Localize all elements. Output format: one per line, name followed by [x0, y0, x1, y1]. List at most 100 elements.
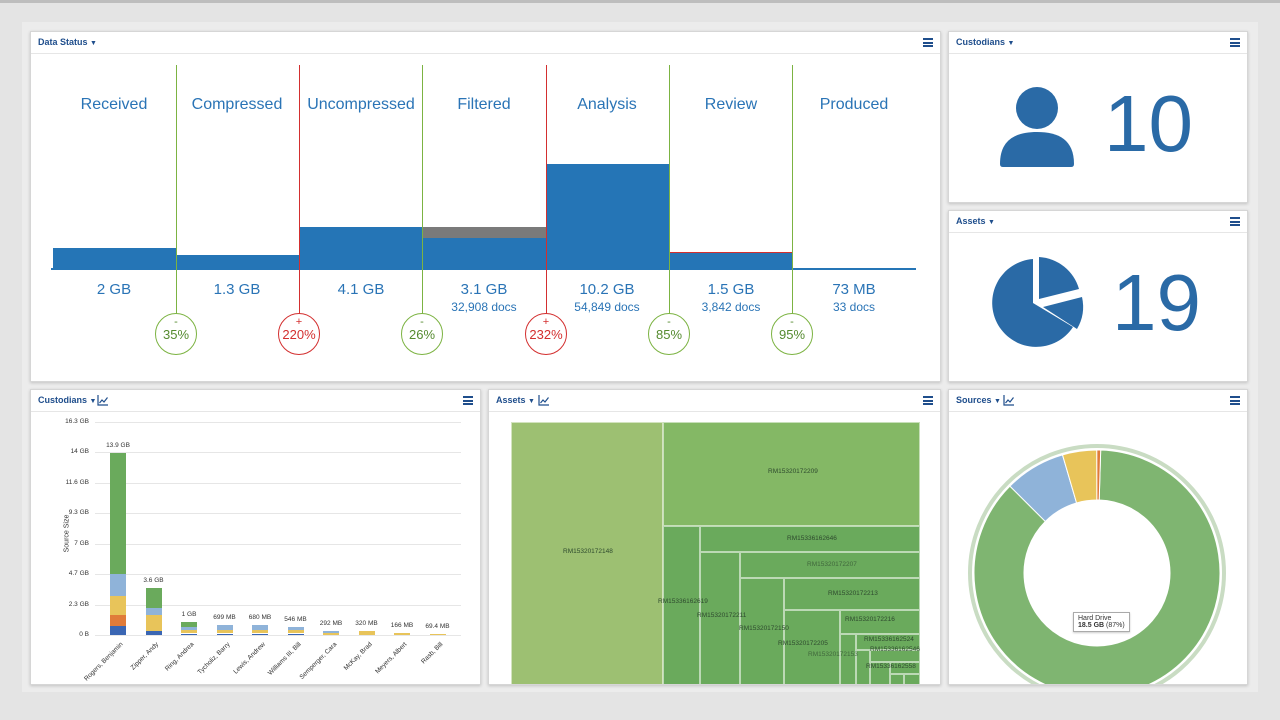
x-tick-label: Meyers, Albert	[374, 641, 409, 676]
bar-segment[interactable]	[145, 615, 162, 632]
change-sign: +	[295, 316, 303, 328]
bar-segment[interactable]	[287, 627, 304, 631]
sources-title-dropdown[interactable]: Sources ▼	[956, 395, 1001, 405]
donut-slice[interactable]	[973, 449, 1221, 685]
treemap-tile[interactable]	[740, 578, 784, 684]
treemap-tile[interactable]	[856, 634, 920, 650]
treemap-tile[interactable]	[856, 650, 870, 684]
hamburger-menu-icon[interactable]	[923, 38, 933, 47]
y-tick-label: 11.6 GB	[65, 478, 89, 486]
treemap-label: RM15320172213	[828, 590, 878, 597]
treemap-tile[interactable]	[784, 578, 920, 610]
hamburger-menu-icon[interactable]	[1230, 217, 1240, 226]
treemap-tile[interactable]	[870, 662, 890, 684]
assets-treemap-title-dropdown[interactable]: Assets ▼	[496, 395, 535, 405]
treemap-tile[interactable]	[663, 422, 920, 526]
bar-segment[interactable]	[145, 607, 162, 616]
treemap-label: RM15336162646	[787, 535, 837, 542]
bar-value-label: 166 MB	[390, 621, 414, 629]
bar-segment[interactable]	[145, 587, 162, 608]
change-indicator: +220%	[278, 313, 320, 355]
stage-review-docs: 3,842 docs	[701, 300, 761, 314]
bar-segment[interactable]	[216, 633, 233, 635]
bar-segment[interactable]	[252, 625, 268, 630]
bar-segment[interactable]	[181, 629, 197, 634]
stage-filtered-excluded-bar	[423, 227, 546, 238]
treemap-tile[interactable]	[840, 610, 920, 634]
bar-segment[interactable]	[181, 621, 197, 627]
bar-segment[interactable]	[287, 630, 304, 634]
bar-segment[interactable]	[394, 632, 410, 635]
treemap-label: RM15320172150	[739, 625, 789, 632]
bar-segment[interactable]	[216, 629, 233, 634]
x-tick-label: Rogers, Benjamin	[83, 641, 125, 683]
x-tick-label: Rasb, Bill	[420, 641, 445, 666]
bar-segment[interactable]	[181, 626, 197, 630]
bar-segment[interactable]	[429, 633, 446, 635]
bar-segment[interactable]	[252, 633, 268, 635]
caret-down-icon: ▼	[988, 219, 995, 226]
treemap-tile[interactable]	[784, 610, 840, 684]
hamburger-menu-icon[interactable]	[1230, 396, 1240, 405]
bar-segment[interactable]	[323, 631, 339, 634]
line-chart-icon[interactable]	[97, 394, 109, 406]
stage-review-bar	[670, 253, 793, 269]
bar-segment[interactable]	[110, 595, 126, 616]
x-tick-label: Lewis, Andrew	[232, 641, 267, 676]
treemap-tile[interactable]	[700, 526, 920, 552]
custodians-title-dropdown[interactable]: Custodians ▼	[956, 37, 1014, 47]
treemap-tile[interactable]	[663, 526, 700, 684]
caret-down-icon: ▼	[994, 398, 1001, 405]
bar-segment[interactable]	[181, 633, 197, 635]
treemap-tile[interactable]	[890, 674, 904, 684]
grid-line	[95, 422, 461, 423]
bar-segment[interactable]	[145, 631, 162, 635]
assets-count-panel: Assets ▼ 19	[948, 210, 1248, 382]
bar-segment[interactable]	[110, 573, 126, 596]
caret-down-icon: ▼	[528, 398, 535, 405]
hamburger-menu-icon[interactable]	[463, 396, 473, 405]
panel-header: Assets ▼	[949, 211, 1247, 233]
bar-segment[interactable]	[110, 453, 126, 574]
y-tick-label: 7 GB	[74, 539, 89, 547]
bar-segment[interactable]	[323, 633, 339, 635]
hamburger-menu-icon[interactable]	[923, 396, 933, 405]
hamburger-menu-icon[interactable]	[1230, 38, 1240, 47]
bar-value-label: 699 MB	[213, 614, 236, 622]
bar-value-label: 680 MB	[248, 614, 272, 622]
line-chart-icon[interactable]	[1003, 394, 1015, 406]
panel-title: Data Status	[38, 37, 88, 47]
tooltip-label: Hard Drive	[1078, 615, 1112, 622]
change-indicator: +232%	[525, 313, 567, 355]
bar-segment[interactable]	[287, 633, 304, 635]
donut-slice[interactable]	[1096, 449, 1102, 501]
custodians-chart-title-dropdown[interactable]: Custodians ▼	[38, 395, 96, 405]
treemap-tile[interactable]	[840, 634, 856, 684]
change-indicator: -26%	[401, 313, 443, 355]
stage-compressed-title: Compressed	[191, 96, 283, 113]
bar-segment[interactable]	[216, 625, 233, 630]
line-chart-icon[interactable]	[538, 394, 550, 406]
stage-analysis-title: Analysis	[577, 96, 637, 113]
data-status-title-dropdown[interactable]: Data Status ▼	[38, 37, 97, 47]
assets-treemap-panel: Assets ▼ RM15320172148 RM15320172209 RM1…	[488, 389, 941, 685]
bar-segment[interactable]	[110, 625, 126, 635]
treemap-tile[interactable]	[890, 662, 920, 674]
change-sign: +	[542, 316, 550, 328]
bar-segment[interactable]	[358, 630, 375, 635]
treemap-tile[interactable]	[870, 650, 920, 662]
treemap-tile[interactable]	[700, 552, 740, 684]
treemap-tile[interactable]	[904, 674, 920, 684]
panel-title: Assets	[496, 395, 526, 405]
y-axis-label: Source Size	[63, 514, 71, 553]
treemap-tile[interactable]	[511, 422, 663, 684]
bar-segment[interactable]	[110, 615, 126, 626]
bar-segment[interactable]	[252, 629, 268, 634]
stage-compressed-bar	[176, 255, 300, 269]
panel-title: Custodians	[956, 37, 1006, 47]
panel-title: Custodians	[38, 395, 88, 405]
panel-header: Assets ▼	[489, 390, 940, 412]
treemap-tile[interactable]	[740, 552, 920, 578]
divider-line	[546, 65, 547, 315]
assets-title-dropdown[interactable]: Assets ▼	[956, 216, 995, 226]
